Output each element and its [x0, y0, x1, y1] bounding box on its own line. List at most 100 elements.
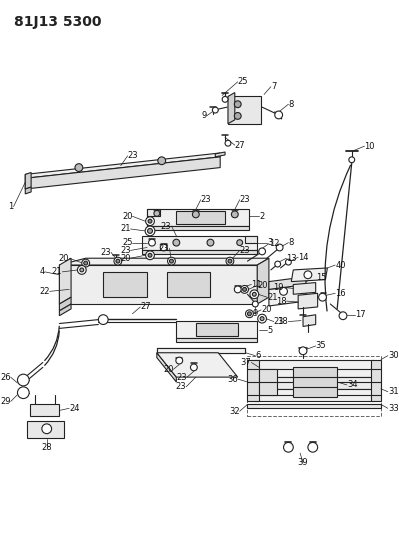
Polygon shape — [254, 360, 374, 377]
Circle shape — [82, 259, 90, 267]
Text: 23: 23 — [159, 244, 170, 253]
Text: 33: 33 — [388, 404, 399, 413]
Polygon shape — [25, 153, 220, 179]
Polygon shape — [228, 93, 235, 124]
Text: 26: 26 — [0, 373, 11, 382]
Polygon shape — [176, 338, 257, 342]
Circle shape — [234, 112, 241, 119]
Circle shape — [80, 268, 84, 272]
Circle shape — [145, 226, 155, 236]
Text: 34: 34 — [347, 381, 358, 390]
Text: 13: 13 — [286, 254, 297, 263]
Text: 12: 12 — [269, 239, 279, 248]
Circle shape — [234, 286, 241, 293]
Text: 25: 25 — [122, 238, 132, 247]
Text: 20: 20 — [122, 212, 132, 221]
Text: 17: 17 — [355, 310, 365, 319]
Circle shape — [192, 211, 199, 218]
Polygon shape — [257, 258, 269, 304]
Text: 24: 24 — [69, 404, 80, 413]
Circle shape — [228, 259, 232, 263]
Text: 19: 19 — [273, 283, 284, 292]
Polygon shape — [293, 282, 316, 294]
Circle shape — [222, 96, 228, 102]
Text: 23: 23 — [128, 151, 138, 160]
Polygon shape — [269, 285, 306, 306]
Polygon shape — [103, 272, 147, 297]
Polygon shape — [59, 258, 71, 304]
Polygon shape — [259, 369, 277, 394]
Circle shape — [280, 287, 287, 295]
Text: 28: 28 — [41, 443, 52, 452]
Circle shape — [154, 211, 160, 216]
Circle shape — [299, 347, 307, 354]
Circle shape — [276, 244, 283, 251]
Text: 20: 20 — [59, 254, 69, 263]
Text: 8: 8 — [288, 238, 294, 247]
Polygon shape — [254, 377, 374, 389]
Text: 21: 21 — [267, 293, 277, 302]
Polygon shape — [157, 353, 238, 377]
Text: 9: 9 — [253, 309, 258, 318]
Polygon shape — [25, 157, 220, 189]
Polygon shape — [147, 209, 160, 216]
Text: 8: 8 — [288, 100, 294, 109]
Text: 4: 4 — [40, 268, 45, 276]
Polygon shape — [157, 348, 245, 353]
Text: 23: 23 — [240, 246, 250, 255]
Text: 10: 10 — [364, 142, 375, 151]
Text: 30: 30 — [388, 351, 399, 360]
Text: 20: 20 — [120, 254, 130, 263]
Polygon shape — [142, 251, 257, 254]
Polygon shape — [147, 226, 249, 230]
Text: 2: 2 — [259, 212, 265, 221]
Circle shape — [176, 357, 183, 364]
Circle shape — [77, 265, 86, 274]
Polygon shape — [142, 236, 257, 251]
Circle shape — [116, 259, 120, 263]
Text: 6: 6 — [255, 351, 261, 360]
Circle shape — [250, 290, 259, 298]
Circle shape — [99, 315, 108, 325]
Polygon shape — [59, 258, 269, 265]
Polygon shape — [247, 405, 381, 408]
Text: 32: 32 — [229, 407, 240, 416]
Text: 16: 16 — [335, 289, 346, 298]
Circle shape — [252, 301, 258, 307]
Text: 22: 22 — [39, 287, 49, 296]
Circle shape — [275, 261, 280, 267]
Text: 31: 31 — [388, 387, 399, 396]
Circle shape — [158, 157, 166, 165]
Text: 23: 23 — [240, 195, 250, 204]
Polygon shape — [303, 315, 316, 326]
Polygon shape — [59, 265, 257, 304]
Text: 20: 20 — [257, 281, 268, 290]
Text: 35: 35 — [316, 342, 326, 350]
Polygon shape — [298, 293, 318, 309]
Text: 21: 21 — [52, 268, 62, 276]
Circle shape — [207, 239, 214, 246]
Circle shape — [148, 253, 152, 257]
Text: 23: 23 — [176, 382, 186, 391]
Circle shape — [275, 111, 282, 119]
Circle shape — [148, 219, 152, 223]
Polygon shape — [176, 320, 257, 338]
Circle shape — [304, 271, 312, 279]
Circle shape — [190, 364, 197, 371]
Circle shape — [18, 387, 29, 399]
Circle shape — [308, 442, 318, 452]
Polygon shape — [157, 353, 176, 382]
Circle shape — [146, 251, 154, 260]
Circle shape — [319, 293, 326, 301]
Polygon shape — [293, 367, 337, 397]
Text: 18: 18 — [276, 296, 286, 305]
Polygon shape — [167, 272, 210, 297]
Circle shape — [339, 312, 347, 320]
Text: 40: 40 — [335, 261, 346, 270]
Circle shape — [234, 101, 241, 108]
Circle shape — [241, 286, 249, 293]
Circle shape — [226, 257, 234, 265]
Circle shape — [148, 239, 155, 246]
Text: 7: 7 — [271, 82, 276, 91]
Circle shape — [18, 374, 29, 386]
